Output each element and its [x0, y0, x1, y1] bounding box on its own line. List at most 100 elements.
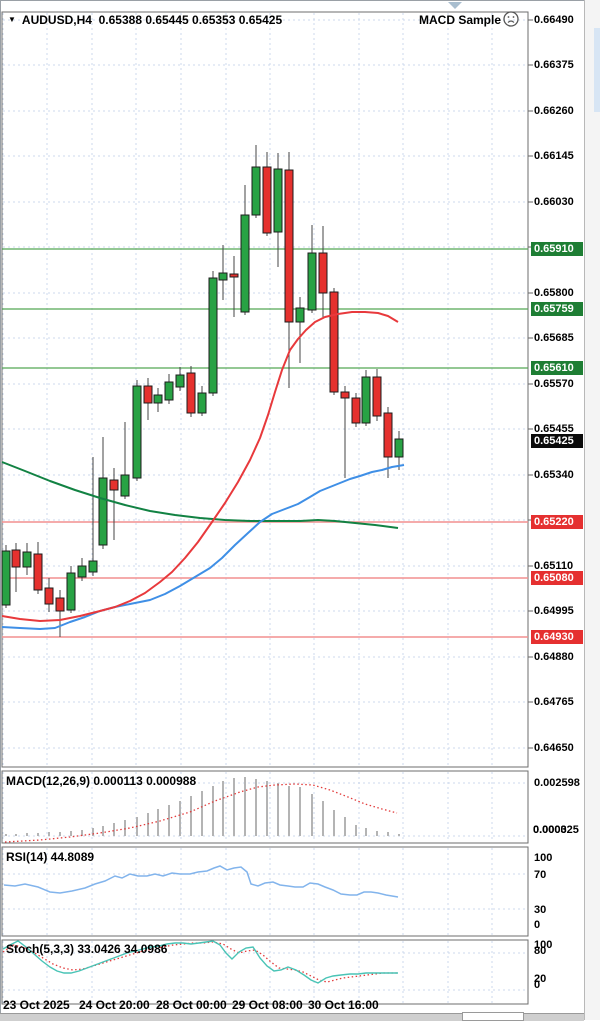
candle-body-bull: [66, 572, 76, 611]
candle-body-bear: [340, 391, 350, 399]
right-scroll-area[interactable]: [584, 0, 600, 1020]
price-badge-black: 0.65425: [531, 434, 583, 448]
ea-face-eye: [512, 16, 515, 18]
candle-body-bear: [44, 587, 54, 605]
candle-body-bull: [98, 477, 108, 546]
price-axis-label: 0.64765: [534, 696, 574, 708]
candle-body-bear: [262, 166, 272, 234]
price-axis-label: 0.64880: [534, 651, 574, 663]
time-axis-label: 23 Oct 2025: [3, 998, 70, 1012]
ohlc-values: 0.65388 0.65445 0.65353 0.65425: [98, 13, 283, 27]
candle-body-bull: [218, 272, 228, 281]
candle-body-bear: [11, 549, 21, 568]
candle-body-bear: [229, 273, 239, 278]
candle-body-bear: [318, 252, 328, 294]
candle-body-bull: [120, 474, 130, 497]
candle-body-bear: [284, 169, 294, 323]
price-axis-label: 0.65340: [534, 469, 574, 481]
candle-body-bear: [351, 397, 361, 424]
candle-body-bull: [295, 307, 305, 323]
chart-header: ▼ AUDUSD,H4 0.65388 0.65445 0.65353 0.654…: [8, 13, 282, 27]
candle-body-bull: [273, 168, 283, 233]
ea-sad-face-icon[interactable]: [503, 11, 519, 27]
time-axis-label: 28 Oct 00:00: [156, 998, 227, 1012]
stoch-axis-80: 80: [534, 945, 547, 957]
price-axis-label: 0.65685: [534, 332, 574, 344]
candle-body-bull: [361, 376, 371, 424]
panel-0: [1, 11, 529, 768]
candle-body-bear: [33, 553, 43, 591]
candle-body-bull: [164, 381, 174, 401]
price-axis-label: 0.65110: [534, 560, 574, 572]
panel-3: [1, 939, 529, 1005]
price-axis-label: 0.66260: [534, 105, 574, 117]
ma-blue-line: [1, 464, 405, 630]
price-axis-label: 0.66145: [534, 150, 574, 162]
rsi-axis-0: 0: [534, 919, 541, 931]
candle-body-bull: [251, 166, 261, 216]
time-axis-label: 30 Oct 16:00: [308, 998, 379, 1012]
price-badge-red: 0.64930: [531, 630, 583, 644]
candle-body-bull: [1, 550, 11, 606]
macd-axis-max: 0.002598: [534, 777, 580, 789]
symbol-label: AUDUSD,H4: [21, 13, 92, 27]
candle-body-bull: [77, 565, 87, 578]
bar-shift-marker-icon[interactable]: [448, 2, 462, 9]
scrollbar-thumb[interactable]: [594, 28, 600, 112]
price-badge-red: 0.65220: [531, 515, 583, 529]
candle-body-bear: [143, 385, 153, 404]
rsi-axis-30: 30: [534, 904, 547, 916]
stoch-panel-label: Stoch(5,3,3) 33.0426 34.0986: [6, 942, 168, 956]
macd-axis-min-value: 0.000325: [533, 824, 579, 836]
stoch-axis-20: 20: [534, 973, 547, 985]
candle-body-bull: [240, 214, 250, 313]
candle-body-bear: [109, 479, 119, 491]
candle-body-bear: [55, 597, 65, 612]
candle-body-bull: [394, 438, 404, 458]
price-axis-label: 0.66375: [534, 59, 574, 71]
price-axis-label: 0.65570: [534, 378, 574, 390]
ea-face-eye: [507, 16, 510, 18]
candle-body-bull: [197, 392, 207, 414]
candle-body-bear: [186, 372, 196, 414]
price-badge-green: 0.65910: [531, 242, 583, 256]
panel-1: [1, 770, 529, 844]
candle-body-bear: [329, 291, 339, 393]
time-axis-label: 24 Oct 20:00: [79, 998, 150, 1012]
stoch-axis-100: 100: [534, 939, 553, 951]
price-axis-label: 0.66490: [534, 14, 574, 26]
candle-body-bull: [132, 385, 142, 479]
price-axis-label: 0.65455: [534, 423, 574, 435]
candle-body-bull: [88, 560, 98, 573]
time-axis-label: 29 Oct 08:00: [232, 998, 303, 1012]
ma-green-line: [1, 461, 399, 529]
ea-face-frown: [507, 20, 515, 23]
price-badge-red: 0.65080: [531, 571, 583, 585]
price-axis-label: 0.64650: [534, 742, 574, 754]
price-axis-label: 0.64995: [534, 605, 574, 617]
price-axis-label: 0.66030: [534, 196, 574, 208]
stoch-signal-line: [2, 941, 398, 983]
candle-body-bear: [383, 412, 393, 458]
candle-body-bull: [175, 374, 185, 388]
rsi-axis-70: 70: [534, 869, 547, 881]
stoch-main-line: [2, 940, 398, 984]
candle-body-bull: [153, 394, 163, 404]
macd-axis-min-zero: 0.0000: [533, 824, 567, 836]
candle-body-bear: [372, 376, 382, 417]
candle-body-bull: [208, 277, 218, 394]
price-badge-green: 0.65759: [531, 302, 583, 316]
rsi-axis-100: 100: [534, 852, 553, 864]
rsi-panel-label: RSI(14) 44.8089: [6, 850, 95, 864]
price-badge-green: 0.65610: [531, 361, 583, 375]
symbol-dropdown-icon[interactable]: ▼: [8, 15, 16, 24]
candle-body-bull: [22, 551, 32, 568]
stoch-axis-0: 0: [534, 979, 541, 991]
price-axis-label: 0.65800: [534, 287, 574, 299]
ea-name-label: MACD Sample: [418, 13, 501, 27]
bottom-status-strip: [0, 1013, 584, 1021]
rsi-line: [3, 865, 399, 898]
macd-panel-label: MACD(12,26,9) 0.000113 0.000988: [6, 774, 197, 788]
